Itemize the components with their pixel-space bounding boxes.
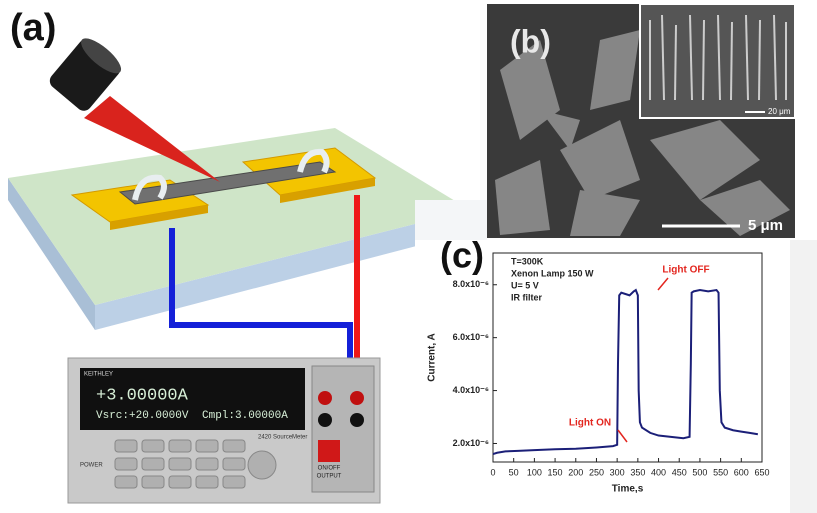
y-tick-label: 6.0x10⁻⁶ [453, 332, 489, 342]
panel-label: (c) [440, 235, 484, 276]
x-tick-label: 650 [754, 467, 769, 477]
meter-cmpl: Cmpl:3.00000A [202, 410, 288, 422]
x-tick-label: 400 [651, 467, 666, 477]
window-edge [790, 240, 817, 513]
scale: 5 μm [748, 217, 783, 234]
onoff-label: ON/OFF [318, 466, 341, 472]
panel-label: (b) [510, 23, 551, 59]
y-tick-label: 4.0x10⁻⁶ [453, 385, 489, 395]
panel-label: (a) [10, 7, 56, 49]
annotation: Light ON [569, 418, 611, 429]
meter-reading: +3.00000A [96, 386, 189, 405]
x-tick-label: 250 [589, 467, 604, 477]
terminal [350, 413, 364, 427]
meter-brand: KEITHLEY [84, 372, 113, 378]
figure: KEITHLEY +3.00000A Vsrc:+20.0000V Cmpl:3… [0, 0, 817, 513]
annotation: Light OFF [662, 265, 709, 276]
y-axis-label: Current, A [427, 333, 438, 382]
note: U= 5 V [511, 280, 539, 290]
x-tick-label: 600 [734, 467, 749, 477]
x-axis-label: Time,s [612, 484, 644, 495]
x-tick-label: 550 [713, 467, 728, 477]
note: Xenon Lamp 150 W [511, 268, 594, 278]
output-button [318, 440, 340, 462]
x-tick-label: 350 [630, 467, 645, 477]
y-tick-label: 8.0x10⁻⁶ [453, 279, 489, 289]
meter-model: 2420 SourceMeter [258, 435, 307, 441]
inset-scale: 20 μm [768, 107, 791, 116]
terminal [318, 413, 332, 427]
note: IR filter [511, 292, 543, 302]
x-tick-label: 500 [692, 467, 707, 477]
x-tick-label: 300 [610, 467, 625, 477]
y-tick-label: 2.0x10⁻⁶ [453, 438, 489, 448]
x-tick-label: 200 [568, 467, 583, 477]
panel-b: 20 μm 5 μm (b) [487, 4, 795, 238]
x-tick-label: 150 [548, 467, 563, 477]
panel-a: KEITHLEY +3.00000A Vsrc:+20.0000V Cmpl:3… [8, 7, 470, 503]
x-tick-label: 50 [509, 467, 519, 477]
x-tick-label: 100 [527, 467, 542, 477]
terminal [350, 391, 364, 405]
panel-c: (c) 0 50 100 150 200 250 300 350 400 450 500 550 600… [415, 200, 817, 513]
terminal [318, 391, 332, 405]
note: T=300K [511, 256, 544, 266]
x-tick-label: 450 [672, 467, 687, 477]
meter-power: POWER [80, 463, 103, 469]
x-tick-label: 0 [490, 467, 495, 477]
output-label: OUTPUT [317, 474, 342, 480]
meter-vsrc: Vsrc:+20.0000V [96, 410, 189, 422]
